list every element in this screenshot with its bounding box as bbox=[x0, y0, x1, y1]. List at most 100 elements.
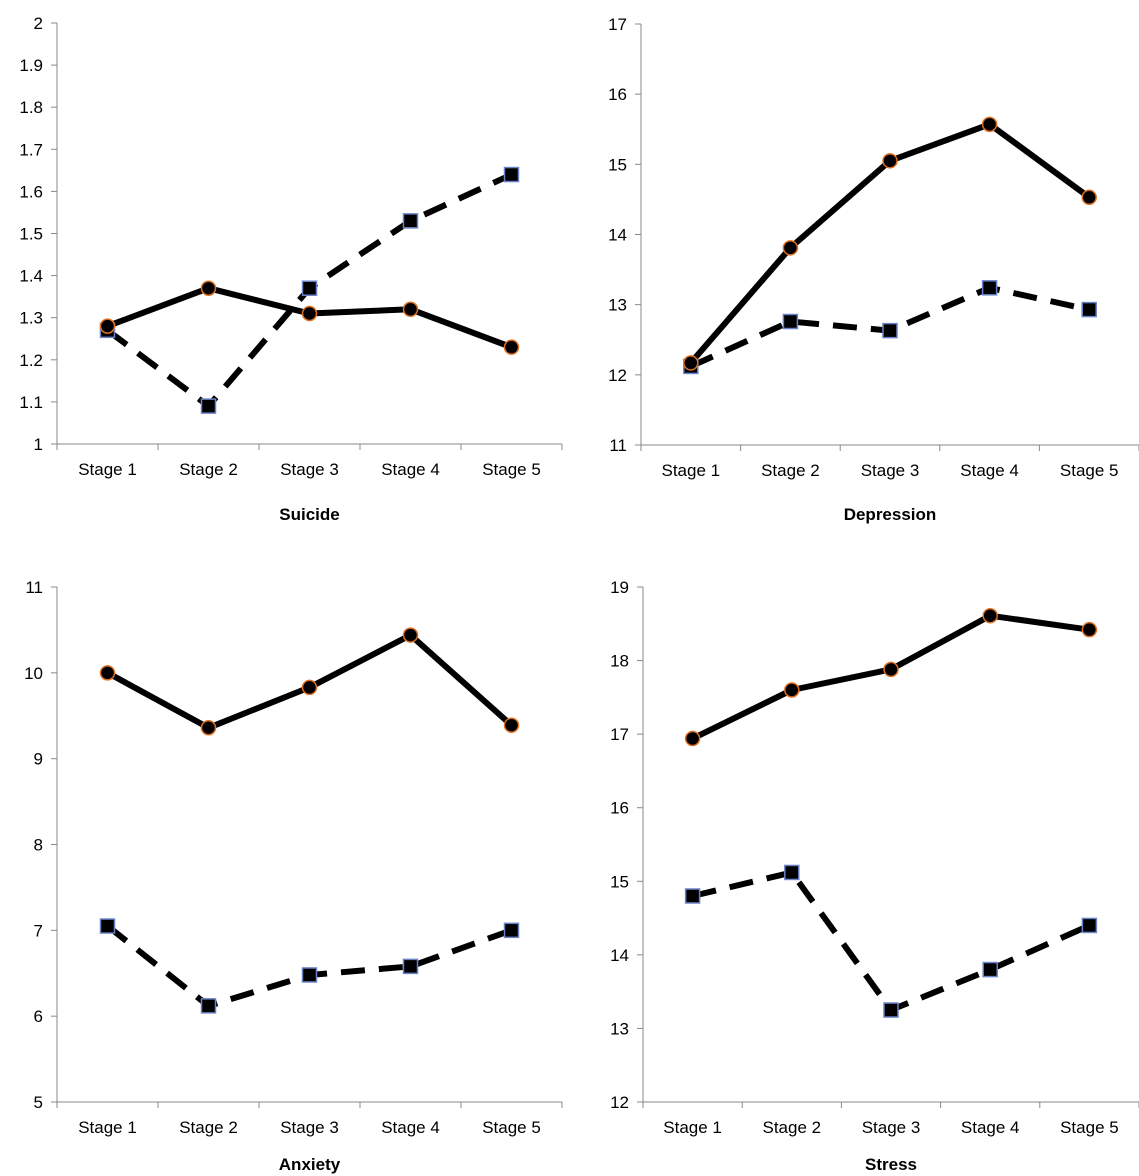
y-tick-label: 15 bbox=[610, 872, 629, 891]
x-tick-label: Stage 2 bbox=[762, 1118, 821, 1137]
y-tick-label: 1.6 bbox=[19, 182, 43, 201]
chart-panel-stress: 12 13 14 15 16 17 18 19 Stage 1 Stage 2 Stage 3 Sta… bbox=[610, 578, 1139, 1174]
data-point-circle bbox=[200, 280, 217, 296]
y-tick-label: 1.5 bbox=[19, 225, 43, 244]
x-tick-label: Stage 2 bbox=[761, 461, 820, 480]
y-tick-label: 16 bbox=[610, 799, 629, 818]
data-point-circle bbox=[200, 720, 217, 736]
x-tick-label: Stage 4 bbox=[960, 461, 1019, 480]
y-tick-label: 18 bbox=[610, 652, 629, 671]
y-tick-label: 9 bbox=[34, 750, 43, 769]
y-tick-label: 1.2 bbox=[19, 351, 43, 370]
x-tick-label: Stage 4 bbox=[961, 1118, 1020, 1137]
x-tick-label: Stage 3 bbox=[280, 460, 339, 479]
data-point-square bbox=[1081, 917, 1098, 934]
x-tick-label: Stage 2 bbox=[179, 1118, 238, 1137]
data-point-circle bbox=[301, 305, 318, 322]
data-point-square bbox=[503, 166, 520, 183]
x-tick-label: Stage 3 bbox=[280, 1118, 339, 1137]
data-point-circle bbox=[503, 717, 520, 733]
chart-title: Depression bbox=[844, 505, 937, 524]
chart-title: Suicide bbox=[279, 505, 339, 524]
data-point-circle bbox=[683, 355, 699, 371]
y-tick-label: 2 bbox=[34, 14, 43, 33]
x-tick-label: Stage 4 bbox=[381, 460, 440, 479]
y-tick-label: 1 bbox=[34, 435, 43, 454]
data-point-square bbox=[1081, 301, 1097, 318]
y-tick-label: 12 bbox=[610, 1093, 629, 1112]
y-tick-label: 1.3 bbox=[19, 309, 43, 328]
y-tick-label: 12 bbox=[608, 366, 627, 385]
x-tick-label: Stage 3 bbox=[862, 1118, 921, 1137]
y-tick-label: 19 bbox=[610, 578, 629, 597]
chart-panel-anxiety: 5 6 7 8 9 10 11 Stage 1 Stage 2 Stage 3 Stage 4 Sta… bbox=[24, 578, 563, 1174]
data-point-square bbox=[200, 398, 217, 414]
y-tick-label: 6 bbox=[34, 1007, 43, 1026]
data-point-square bbox=[503, 922, 520, 939]
data-point-square bbox=[782, 313, 799, 330]
data-point-circle bbox=[1081, 621, 1098, 638]
chart-panel-depression: 11 12 13 14 15 16 17 Stage 1 Stage 2 Stage 3 Stage… bbox=[608, 15, 1139, 524]
data-point-square bbox=[200, 998, 217, 1014]
x-tick-label: Stage 5 bbox=[1060, 461, 1119, 480]
data-point-square bbox=[883, 1002, 899, 1018]
y-tick-label: 1.9 bbox=[19, 56, 43, 75]
y-tick-label: 13 bbox=[608, 296, 627, 315]
x-tick-label: Stage 1 bbox=[78, 460, 137, 479]
data-point-circle bbox=[402, 301, 419, 318]
data-point-circle bbox=[784, 682, 800, 698]
y-tick-label: 5 bbox=[34, 1093, 43, 1112]
y-tick-label: 1.8 bbox=[19, 98, 43, 117]
data-point-square bbox=[301, 967, 318, 983]
x-tick-label: Stage 1 bbox=[663, 1118, 722, 1137]
y-tick-label: 7 bbox=[34, 921, 43, 940]
data-point-circle bbox=[981, 116, 998, 133]
data-point-square bbox=[982, 961, 998, 978]
chart-title: Anxiety bbox=[279, 1155, 341, 1174]
x-tick-label: Stage 1 bbox=[78, 1118, 137, 1137]
y-tick-label: 1.1 bbox=[19, 393, 43, 412]
x-tick-label: Stage 3 bbox=[861, 461, 920, 480]
data-point-square bbox=[784, 864, 800, 881]
x-tick-label: Stage 5 bbox=[482, 1118, 541, 1137]
data-point-square bbox=[402, 958, 419, 975]
y-tick-label: 1.4 bbox=[19, 267, 43, 286]
data-point-circle bbox=[503, 339, 520, 355]
x-tick-label: Stage 4 bbox=[381, 1118, 440, 1137]
chart-panel-suicide: 1 1.1 1.2 1.3 1.4 1.5 1.6 1.7 1.8 1.9 2 Stage 1 Stag… bbox=[19, 14, 563, 524]
data-point-circle bbox=[402, 627, 419, 643]
y-tick-label: 15 bbox=[608, 155, 627, 174]
data-point-circle bbox=[99, 318, 116, 334]
y-tick-label: 14 bbox=[610, 946, 629, 965]
x-tick-label: Stage 5 bbox=[1060, 1118, 1119, 1137]
x-tick-label: Stage 5 bbox=[482, 460, 541, 479]
y-tick-label: 10 bbox=[24, 664, 43, 683]
data-point-square bbox=[301, 280, 318, 296]
data-point-circle bbox=[1081, 189, 1097, 206]
data-point-square bbox=[99, 918, 116, 934]
y-tick-label: 14 bbox=[608, 226, 627, 245]
data-point-circle bbox=[882, 153, 898, 169]
y-tick-label: 11 bbox=[25, 578, 43, 597]
data-point-square bbox=[882, 322, 898, 339]
y-tick-label: 17 bbox=[608, 15, 627, 34]
data-point-circle bbox=[782, 240, 799, 256]
data-point-square bbox=[684, 888, 701, 904]
y-tick-label: 1.7 bbox=[19, 140, 43, 159]
x-tick-label: Stage 2 bbox=[179, 460, 238, 479]
data-point-circle bbox=[684, 730, 701, 747]
series-line-dashed bbox=[691, 869, 1091, 1013]
y-tick-label: 11 bbox=[609, 436, 627, 455]
data-point-circle bbox=[301, 679, 318, 696]
chart-title: Stress bbox=[865, 1155, 917, 1174]
y-tick-label: 13 bbox=[610, 1019, 629, 1038]
series-line-dashed bbox=[105, 923, 513, 1009]
y-tick-label: 16 bbox=[608, 85, 627, 104]
y-tick-label: 17 bbox=[610, 725, 629, 744]
data-point-circle bbox=[982, 607, 998, 624]
data-point-square bbox=[402, 213, 419, 229]
data-point-circle bbox=[99, 665, 116, 681]
y-tick-label: 8 bbox=[34, 836, 43, 855]
data-point-circle bbox=[883, 661, 899, 678]
